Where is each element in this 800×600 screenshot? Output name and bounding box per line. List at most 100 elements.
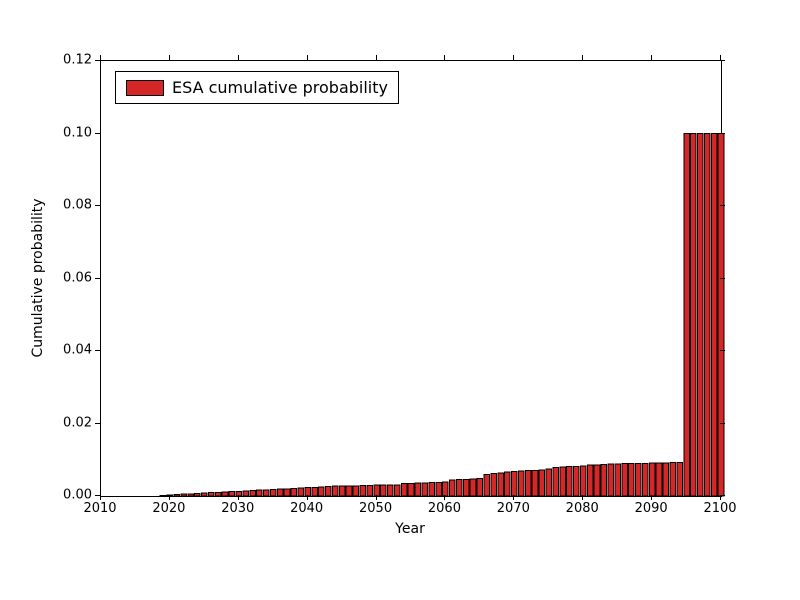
y-tick-mark xyxy=(95,60,100,61)
x-tick-mark xyxy=(238,55,239,60)
y-tick-mark xyxy=(95,205,100,206)
bar xyxy=(257,490,263,496)
y-tick-mark xyxy=(95,350,100,351)
bar xyxy=(546,469,552,496)
bar xyxy=(443,482,449,496)
bar xyxy=(512,471,518,496)
bar xyxy=(594,465,600,496)
bar xyxy=(587,465,593,496)
bar xyxy=(394,485,400,496)
bar xyxy=(181,494,187,496)
bar xyxy=(264,490,270,496)
bar xyxy=(636,463,642,496)
y-tick-mark xyxy=(720,350,725,351)
y-tick-mark xyxy=(720,278,725,279)
bar xyxy=(367,485,373,496)
x-tick-mark xyxy=(169,55,170,60)
bar xyxy=(208,493,214,496)
x-tick-label: 2040 xyxy=(290,501,323,516)
bar xyxy=(684,134,690,497)
bar xyxy=(677,463,683,496)
bar xyxy=(580,466,586,496)
y-tick-mark xyxy=(720,423,725,424)
bar xyxy=(222,492,228,496)
y-tick-mark xyxy=(720,133,725,134)
bar xyxy=(188,494,194,496)
y-tick-mark xyxy=(95,495,100,496)
y-tick-mark xyxy=(720,205,725,206)
x-tick-mark xyxy=(651,55,652,60)
x-tick-label: 2080 xyxy=(566,501,599,516)
x-tick-mark xyxy=(444,495,445,500)
legend-label: ESA cumulative probability xyxy=(172,78,388,97)
y-tick-label: 0.02 xyxy=(58,415,92,430)
bar xyxy=(615,464,621,496)
bar xyxy=(518,471,524,496)
bar xyxy=(574,466,580,496)
bar xyxy=(160,495,166,496)
legend: ESA cumulative probability xyxy=(115,71,399,104)
bar xyxy=(270,489,276,496)
bar xyxy=(229,492,235,496)
bar-chart-axes: ESA cumulative probability xyxy=(100,60,722,497)
x-tick-mark xyxy=(376,495,377,500)
bar xyxy=(642,463,648,496)
bar xyxy=(629,464,635,496)
bar xyxy=(415,483,421,496)
bar xyxy=(436,483,442,496)
y-axis-label: Cumulative probability xyxy=(30,198,46,357)
x-tick-mark xyxy=(651,495,652,500)
bar xyxy=(505,472,511,496)
bar xyxy=(319,487,325,496)
bar xyxy=(711,134,717,497)
bar xyxy=(277,489,283,496)
bar xyxy=(691,134,697,497)
bar xyxy=(291,488,297,496)
x-tick-mark xyxy=(307,495,308,500)
bar xyxy=(346,486,352,496)
bar xyxy=(470,479,476,496)
bar xyxy=(484,474,490,496)
bar xyxy=(698,134,704,497)
x-tick-label: 2030 xyxy=(221,501,254,516)
bar xyxy=(326,487,332,496)
bar xyxy=(560,467,566,496)
bar xyxy=(174,495,180,496)
bar xyxy=(388,485,394,496)
bar xyxy=(202,493,208,496)
y-tick-mark xyxy=(95,133,100,134)
bar xyxy=(704,134,710,497)
bar xyxy=(622,464,628,496)
bar xyxy=(298,488,304,496)
bar xyxy=(332,486,338,496)
bar xyxy=(532,470,538,496)
x-tick-mark xyxy=(376,55,377,60)
bar xyxy=(663,463,669,496)
bar xyxy=(312,487,318,496)
legend-swatch xyxy=(126,80,164,96)
bar xyxy=(567,466,573,496)
x-tick-mark xyxy=(169,495,170,500)
bar xyxy=(408,483,414,496)
y-tick-mark xyxy=(95,278,100,279)
x-tick-mark xyxy=(582,55,583,60)
bar xyxy=(656,463,662,496)
bar xyxy=(539,470,545,496)
figure: ESA cumulative probability Year Cumulati… xyxy=(0,0,800,600)
x-tick-label: 2010 xyxy=(83,501,116,516)
y-tick-mark xyxy=(720,495,725,496)
bar xyxy=(718,134,724,497)
x-tick-label: 2020 xyxy=(152,501,185,516)
x-tick-label: 2050 xyxy=(359,501,392,516)
x-tick-label: 2090 xyxy=(635,501,668,516)
x-tick-mark xyxy=(582,495,583,500)
x-tick-label: 2070 xyxy=(497,501,530,516)
bar xyxy=(339,486,345,496)
y-tick-label: 0.00 xyxy=(58,488,92,503)
bar xyxy=(525,471,531,496)
bar xyxy=(456,480,462,496)
bars-svg xyxy=(101,61,721,496)
x-tick-mark xyxy=(100,495,101,500)
bar xyxy=(250,491,256,496)
bar xyxy=(670,463,676,496)
